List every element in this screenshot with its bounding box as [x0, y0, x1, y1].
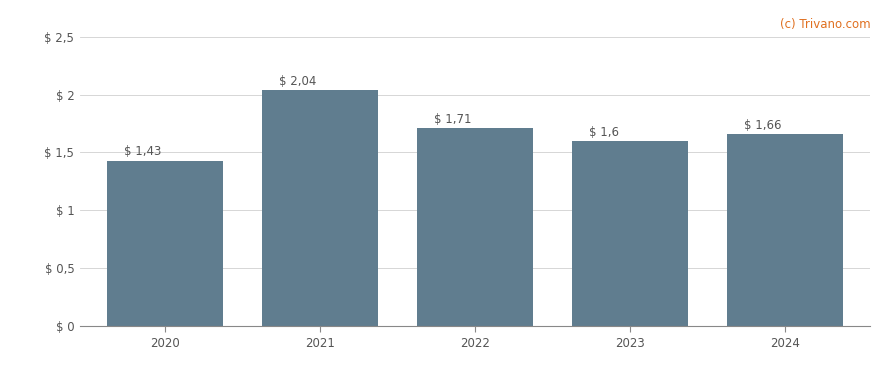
Bar [417, 128, 533, 326]
Text: $ 1,71: $ 1,71 [434, 113, 472, 126]
Text: $ 1,66: $ 1,66 [744, 119, 781, 132]
Text: (c) Trivano.com: (c) Trivano.com [780, 18, 870, 31]
Text: $ 1,43: $ 1,43 [124, 145, 162, 158]
Bar [572, 141, 688, 326]
Bar [107, 161, 223, 326]
Bar [262, 90, 378, 326]
Bar [727, 134, 843, 326]
Text: $ 1,6: $ 1,6 [590, 125, 619, 139]
Text: $ 2,04: $ 2,04 [280, 75, 317, 88]
